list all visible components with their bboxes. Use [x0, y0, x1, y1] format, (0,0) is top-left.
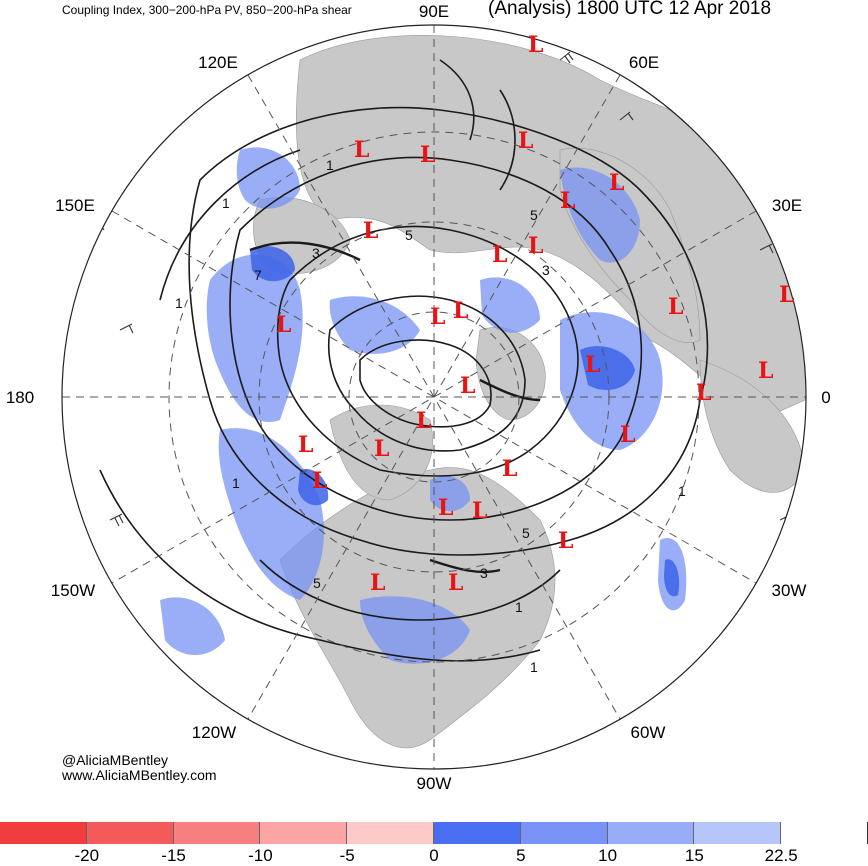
low-marker: L	[430, 304, 445, 330]
low-marker: L	[298, 432, 313, 458]
contour-label: 1	[678, 483, 686, 499]
colorbar-segment	[86, 822, 174, 844]
colorbar-segment	[607, 822, 695, 844]
low-marker: L	[696, 380, 711, 406]
low-marker: L	[448, 570, 463, 596]
contour-label: 5	[405, 227, 413, 243]
low-marker: L	[528, 233, 543, 259]
lon-label-150e: 150E	[55, 196, 95, 215]
low-marker: L	[492, 242, 507, 268]
colorbar	[0, 822, 868, 844]
lon-label-30e: 30E	[772, 196, 802, 215]
lon-label-120w: 120W	[192, 723, 236, 742]
contour-label: 5	[522, 525, 530, 541]
low-marker: L	[609, 170, 624, 196]
lon-label-0: 0	[821, 388, 830, 407]
colorbar-tick-label: 0	[429, 846, 439, 865]
coupling-index-strong-fill	[250, 246, 680, 597]
low-marker: L	[354, 137, 369, 163]
land-canada-arctic	[329, 404, 433, 501]
lon-label-180: 180	[6, 388, 34, 407]
pv-contours-strong	[249, 241, 541, 574]
land-masses	[253, 35, 806, 749]
low-marker: L	[620, 422, 635, 448]
low-marker: L	[370, 570, 385, 596]
low-marker: L	[374, 436, 389, 462]
contour-label: 3	[312, 245, 320, 261]
lon-label-30w: 30W	[772, 581, 807, 600]
longitude-labels: 90E 120E 60E 150E 30E 180 0 150W 30W 120…	[6, 2, 831, 793]
map-title-time: (Analysis) 1800 UTC 12 Apr 2018	[488, 0, 772, 19]
colorbar-tick-label: 15	[684, 846, 704, 865]
contour-label: 1	[222, 195, 230, 211]
colorbar-segment	[347, 822, 434, 844]
colorbar-tick-label: -5	[339, 846, 355, 865]
lon-label-120e: 120E	[198, 53, 238, 72]
contour-label: 5	[313, 575, 321, 591]
contour-label: 1	[515, 599, 523, 615]
contour-label: 3	[480, 565, 488, 581]
lon-label-60w: 60W	[631, 723, 666, 742]
coupling-index-fill	[160, 147, 687, 664]
map-boundary	[61, 24, 807, 770]
low-marker: L	[420, 142, 435, 168]
land-africa	[699, 359, 806, 493]
lon-label-150w: 150W	[51, 581, 95, 600]
colorbar-tick-label: 10	[598, 846, 618, 865]
colorbar-tick-label: 22.5	[764, 846, 798, 865]
low-marker: L	[668, 294, 683, 320]
low-marker: L	[779, 282, 794, 308]
colorbar-segment	[0, 822, 87, 844]
contour-label: 3	[542, 262, 550, 278]
contour-label: 7	[254, 267, 262, 283]
low-marker: L	[758, 358, 773, 384]
pv-contours	[99, 59, 709, 662]
colorbar-tick-label: -10	[248, 846, 273, 865]
colorbar-segment	[260, 822, 348, 844]
colorbar-tick-label: -20	[74, 846, 100, 865]
contour-labels: 1 3 5 7 1 3 5 1 1 5 1 3 5 1 1	[175, 157, 686, 675]
contour-label: 1	[232, 475, 240, 491]
colorbar-tick-label: -15	[161, 846, 186, 865]
contour-label: 1	[175, 295, 183, 311]
low-markers: L L L L L L L L L L L L L L L L L L L L …	[276, 32, 794, 596]
low-marker: L	[460, 373, 475, 399]
map-title-fields: Coupling Index, 300−200-hPa PV, 850−200-…	[62, 3, 352, 17]
contour-label: 5	[530, 207, 538, 223]
contour-label: 1	[326, 157, 334, 173]
low-marker: L	[518, 128, 533, 154]
contour-label: 1	[530, 659, 538, 675]
colorbar-segment	[173, 822, 261, 844]
low-marker: L	[560, 188, 575, 214]
lon-label-60e: 60E	[629, 53, 659, 72]
graticule	[62, 25, 806, 769]
credit-site: www.AliciaMBentley.com	[62, 767, 217, 783]
colorbar-tick-label: 5	[516, 846, 526, 865]
low-marker: L	[502, 456, 517, 482]
low-marker: L	[416, 408, 431, 434]
low-marker: L	[528, 32, 543, 58]
low-marker: L	[438, 495, 453, 521]
colorbar-segment	[694, 822, 782, 844]
colorbar-segment	[781, 822, 868, 844]
lon-label-90w: 90W	[417, 774, 452, 793]
polar-map: L L L L L L L L L L L L L L L L L L L L …	[6, 2, 831, 793]
low-marker: L	[558, 528, 573, 554]
lon-label-90e: 90E	[419, 2, 449, 21]
colorbar-ticks: -20 -15 -10 -5 0 5 10 15 22.5	[0, 846, 868, 866]
low-marker: L	[363, 218, 378, 244]
low-marker: L	[472, 498, 487, 524]
low-marker: L	[453, 298, 468, 324]
low-marker: L	[585, 352, 600, 378]
colorbar-segment	[433, 822, 521, 844]
low-marker: L	[312, 468, 327, 494]
colorbar-segment	[520, 822, 608, 844]
credit-handle: @AliciaMBentley	[62, 752, 169, 768]
low-marker: L	[276, 312, 291, 338]
